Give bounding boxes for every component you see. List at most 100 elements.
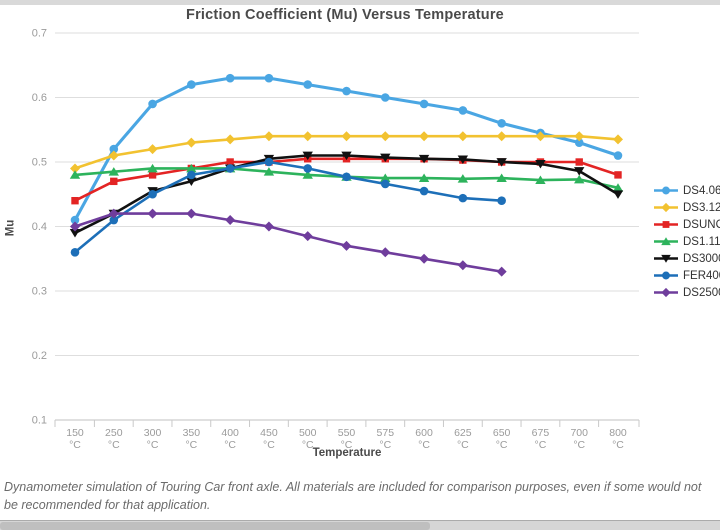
x-tick-label: 650 °C: [493, 427, 511, 451]
series-line: [73, 212, 503, 273]
data-point: [342, 172, 351, 182]
data-point: [303, 164, 313, 173]
circle-icon: [654, 186, 678, 195]
data-point: [574, 167, 585, 176]
data-point: [418, 173, 430, 183]
data-point: [186, 137, 197, 148]
data-point: [535, 160, 546, 169]
x-tick-label: 500 °C: [299, 427, 317, 451]
square-icon: [654, 221, 678, 228]
legend-item-DSUNO[interactable]: DSUNO: [653, 218, 720, 231]
data-point: [418, 154, 430, 164]
data-point: [109, 215, 119, 225]
y-tick-label: 0.6: [32, 92, 47, 104]
data-point: [496, 173, 507, 183]
data-point: [457, 174, 469, 183]
data-point: [380, 179, 390, 189]
data-point: [457, 260, 468, 271]
data-point: [187, 80, 196, 89]
x-tick-label: 550 °C: [338, 427, 356, 451]
data-point: [70, 215, 80, 225]
legend-item-FER4003[interactable]: FER4003: [653, 269, 720, 282]
data-point: [71, 197, 79, 205]
y-tick-label: 0.1: [32, 415, 47, 427]
data-point: [70, 248, 80, 257]
chart-title: Friction Coefficient (Mu) Versus Tempera…: [186, 7, 504, 23]
data-point: [341, 131, 352, 142]
scrollbar-thumb[interactable]: [0, 522, 430, 530]
data-point: [225, 164, 235, 173]
y-tick-label: 0.7: [32, 28, 47, 40]
data-point: [187, 170, 196, 180]
data-point: [147, 144, 158, 155]
data-point: [69, 170, 81, 179]
data-point: [612, 190, 624, 199]
data-point: [70, 163, 80, 174]
legend-item-DS3.12[interactable]: DS3.12: [653, 201, 720, 214]
plot-area: 0.1 0.2 0.3 0.4 0.5 0.6 0.7 150 °C 250 °C 300 °C 350 °…: [32, 28, 640, 451]
legend-label: DS3000: [683, 252, 720, 265]
legend-item-DS1.11[interactable]: DS1.11: [653, 235, 720, 248]
legend-label: DS3.12: [683, 201, 720, 214]
data-point: [419, 253, 430, 264]
y-tick-label: 0.2: [32, 350, 47, 362]
data-point: [108, 150, 119, 161]
data-point: [535, 131, 546, 142]
data-point: [613, 134, 623, 145]
data-point: [186, 177, 197, 186]
data-point: [69, 229, 81, 238]
data-point: [147, 163, 158, 173]
legend-item-DS3000[interactable]: DS3000: [653, 252, 720, 265]
y-tick-label: 0.3: [32, 286, 47, 298]
data-point: [419, 99, 429, 109]
series-FER4003: [70, 157, 506, 257]
data-point: [380, 173, 391, 183]
data-point: [575, 158, 583, 166]
data-point: [303, 80, 313, 89]
data-point: [341, 240, 352, 251]
legend-item-DS2500[interactable]: DS2500: [653, 286, 720, 299]
data-point: [263, 167, 275, 176]
data-point: [186, 208, 197, 219]
data-point: [380, 131, 391, 142]
legend-label: DS4.06: [683, 184, 720, 197]
x-tick-label: 250 °C: [105, 427, 123, 451]
data-point: [496, 266, 507, 277]
data-point: [380, 247, 391, 258]
x-tick-label: 625 °C: [454, 427, 472, 451]
data-point: [148, 171, 157, 179]
x-tick-label: 600 °C: [415, 427, 433, 451]
data-point: [225, 134, 236, 145]
data-point: [226, 158, 234, 166]
data-point: [457, 131, 468, 142]
x-tick-label: 675 °C: [532, 427, 550, 451]
data-point: [186, 163, 197, 173]
data-point: [147, 208, 158, 219]
data-point: [614, 171, 622, 179]
data-point: [108, 208, 119, 219]
y-tick-label: 0.5: [32, 157, 47, 169]
data-point: [302, 231, 313, 242]
data-point: [496, 158, 507, 167]
data-point: [264, 73, 274, 83]
legend-label: DS2500: [683, 286, 720, 299]
data-point: [148, 99, 157, 109]
legend-item-DS4.06[interactable]: DS4.06: [653, 184, 720, 197]
data-point: [574, 174, 585, 184]
x-axis-title: Temperature: [312, 447, 382, 459]
data-point: [458, 106, 468, 115]
diamond-icon: [654, 202, 678, 213]
data-point: [574, 138, 584, 147]
x-tick-label: 400 °C: [221, 427, 239, 451]
x-tick-label: 300 °C: [144, 427, 162, 451]
data-point: [613, 151, 623, 160]
data-point: [497, 196, 506, 205]
data-point: [302, 151, 313, 161]
horizontal-scrollbar[interactable]: [0, 520, 720, 530]
data-point: [110, 177, 118, 186]
series-DS3.12: [70, 131, 623, 174]
data-point: [497, 119, 506, 128]
x-tick-label: 350 °C: [183, 427, 201, 451]
data-point: [342, 86, 351, 96]
